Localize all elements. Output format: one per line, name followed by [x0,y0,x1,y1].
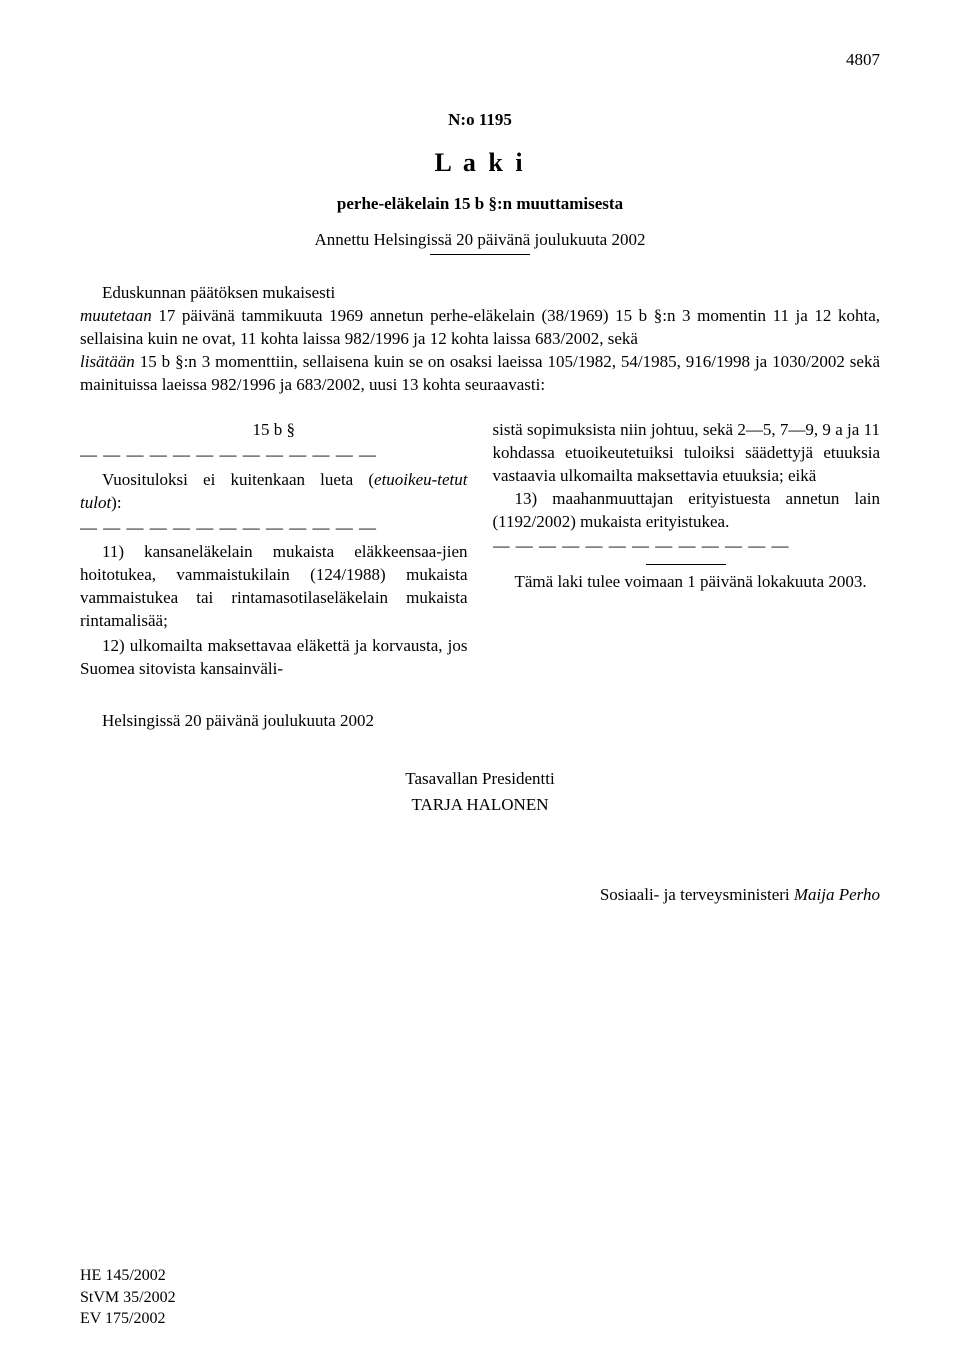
dash-line: — — — — — — — — — — — — — [493,535,881,558]
two-column-layout: 15 b § — — — — — — — — — — — — — Vuositu… [80,419,880,683]
left-column: 15 b § — — — — — — — — — — — — — Vuositu… [80,419,468,683]
dash-line: — — — — — — — — — — — — — [80,444,468,467]
law-title: L a k i [80,148,880,178]
date-given: Annettu Helsingissä 20 päivänä joulukuut… [80,230,880,250]
preamble-muutetaan: muutetaan [80,306,152,325]
law-subtitle: perhe-eläkelain 15 b §:n muuttamisesta [80,194,880,214]
footer-ref-3: EV 175/2002 [80,1308,176,1330]
left-para-1a: Vuosituloksi ei kuitenkaan lueta ( [102,470,374,489]
minister-label: Sosiaali- ja terveysministeri [600,885,794,904]
right-column: sistä sopimuksista niin johtuu, sekä 2—5… [493,419,881,683]
preamble-text-2: 15 b §:n 3 momenttiin, sellaisena kuin s… [80,352,880,394]
footer-ref-2: StVM 35/2002 [80,1287,176,1309]
right-para-1: sistä sopimuksista niin johtuu, sekä 2—5… [493,419,881,488]
president-name: TARJA HALONEN [80,795,880,815]
divider-tiny [646,564,726,565]
left-para-3: 12) ulkomailta maksettavaa eläkettä ja k… [80,635,468,681]
right-para-2: 13) maahanmuuttajan erityistuesta annetu… [493,488,881,534]
left-para-1b: ): [111,493,121,512]
document-number: N:o 1195 [80,110,880,130]
right-para-3: Tämä laki tulee voimaan 1 päivänä lokaku… [493,571,881,594]
footer-ref-1: HE 145/2002 [80,1265,176,1287]
minister-name: Maija Perho [794,885,880,904]
preamble-text-1: 17 päivänä tammikuuta 1969 annetun perhe… [80,306,880,348]
closing-date: Helsingissä 20 päivänä joulukuuta 2002 [80,711,880,731]
preamble-lisataan: lisätään [80,352,135,371]
page-number: 4807 [80,50,880,70]
dash-line: — — — — — — — — — — — — — [80,517,468,540]
left-para-2: 11) kansaneläkelain mukaista eläkkeensaa… [80,541,468,633]
divider-short [430,254,530,255]
section-number: 15 b § [80,419,468,442]
lead-in: Eduskunnan päätöksen mukaisesti [80,283,880,303]
president-title: Tasavallan Presidentti [80,769,880,789]
left-para-1: Vuosituloksi ei kuitenkaan lueta (etuoik… [80,469,468,515]
preamble: muutetaan 17 päivänä tammikuuta 1969 ann… [80,305,880,397]
footer-references: HE 145/2002 StVM 35/2002 EV 175/2002 [80,1265,176,1330]
minister-line: Sosiaali- ja terveysministeri Maija Perh… [80,885,880,905]
